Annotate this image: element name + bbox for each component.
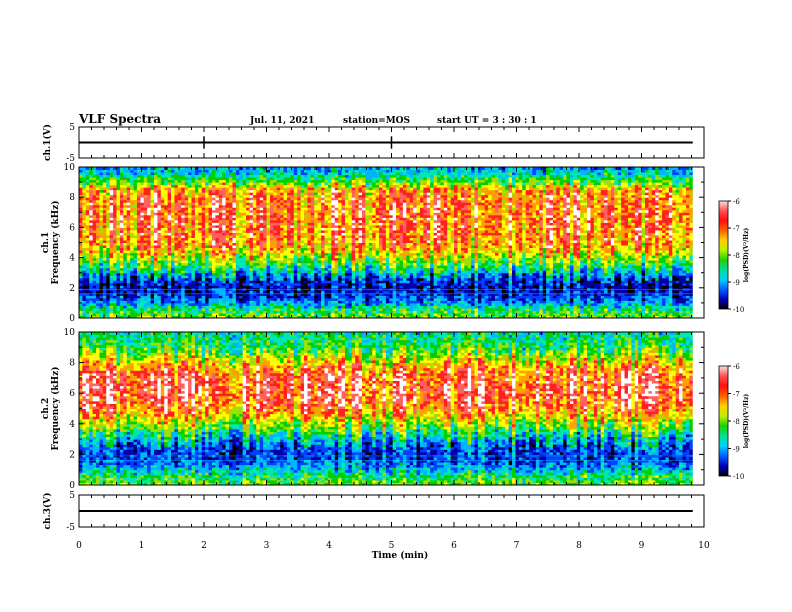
ch1-spectrogram-colorbar <box>718 200 729 310</box>
x-tick-label: 5 <box>389 541 395 551</box>
y-tick-label: 10 <box>64 163 76 173</box>
ch2-spectrogram-panel: 0 2 4 6 8 10 ch.2 Frequency (kHz) <box>41 328 705 491</box>
y-tick-label: 0 <box>69 481 75 491</box>
colorbar-tick-label: -7 <box>733 225 740 233</box>
y-tick-label: 2 <box>69 450 75 460</box>
ch2-spectrogram-colorbar-label: log(PSD)(V²/Hz) <box>743 394 750 449</box>
colorbar-tick-label: -6 <box>733 198 740 206</box>
x-tick-label: 9 <box>639 541 645 551</box>
y-tick-label: 6 <box>69 389 75 399</box>
y-tick-label: 8 <box>69 359 75 369</box>
colorbar-tick-label: -10 <box>733 306 744 314</box>
y-tick-label: 4 <box>69 420 75 430</box>
colorbar-tick-label: -7 <box>733 391 740 399</box>
colorbars: -6 -7 -8 -9 -10 log(PSD)(V²/Hz) -6 -7 -8 -9 -10 log… <box>718 198 750 481</box>
y-tick-label: 0 <box>69 314 75 324</box>
ch1-waveform-ylabel: ch.1(V) <box>42 124 53 161</box>
start-time-label: start UT = 3 : 30 : 1 <box>437 116 537 126</box>
y-tick-label: -5 <box>66 523 75 533</box>
ch1-spectrogram-heatmap <box>79 167 693 318</box>
x-tick-label: 2 <box>201 541 207 551</box>
ch1-spectrogram-ylabel: Frequency (kHz) <box>50 200 61 284</box>
ch2-spectrogram-ylabel: Frequency (kHz) <box>50 366 61 450</box>
colorbar-tick-label: -9 <box>733 446 740 454</box>
y-tick-label: 4 <box>69 254 75 264</box>
x-tick-label: 4 <box>326 541 332 551</box>
colorbar-tick-label: -10 <box>733 473 744 481</box>
ch1-spectrogram-ylabel-channel: ch.1 <box>41 232 51 253</box>
ch3-waveform-ylabel: ch.3(V) <box>42 493 53 530</box>
figure-title: VLF Spectra <box>78 112 161 126</box>
x-tick-label: 7 <box>514 541 520 551</box>
x-tick-label: 6 <box>451 541 457 551</box>
ch1-waveform-panel: 5 -5 ch.1(V) <box>42 123 705 164</box>
time-axis: 0 1 2 3 4 5 6 7 8 9 10 <box>76 541 710 551</box>
y-tick-label: 10 <box>64 328 76 338</box>
y-tick-label: 6 <box>69 223 75 233</box>
colorbar-tick-label: -6 <box>733 363 740 371</box>
ch1-spectrogram-colorbar-label: log(PSD)(V²/Hz) <box>743 228 750 283</box>
x-tick-label: 10 <box>698 541 710 551</box>
x-axis-label: Time (min) <box>372 550 429 561</box>
y-tick-label: 2 <box>69 284 75 294</box>
y-tick-label: 5 <box>69 491 75 501</box>
x-tick-label: 1 <box>139 541 145 551</box>
ch2-spectrogram-colorbar <box>718 365 729 477</box>
ch2-spectrogram-ylabel-channel: ch.2 <box>41 398 51 419</box>
date-label: Jul. 11, 2021 <box>249 116 314 126</box>
x-tick-label: 3 <box>264 541 270 551</box>
x-tick-label: 8 <box>576 541 582 551</box>
ch2-spectrogram-heatmap <box>79 332 693 485</box>
ch1-spectrogram-panel: 0 2 4 6 8 10 ch.1 Frequency (kHz) <box>41 163 705 324</box>
station-label: station=MOS <box>343 116 410 126</box>
y-tick-label: 5 <box>69 123 75 133</box>
ch3-waveform-panel: 5 -5 ch.3(V) <box>42 491 705 533</box>
y-tick-label: 8 <box>69 193 75 203</box>
x-tick-label: 0 <box>76 541 82 551</box>
colorbar-tick-label: -8 <box>733 418 740 426</box>
colorbar-tick-label: -9 <box>733 279 740 287</box>
colorbar-tick-label: -8 <box>733 252 740 260</box>
y-tick-label: -5 <box>66 154 75 164</box>
